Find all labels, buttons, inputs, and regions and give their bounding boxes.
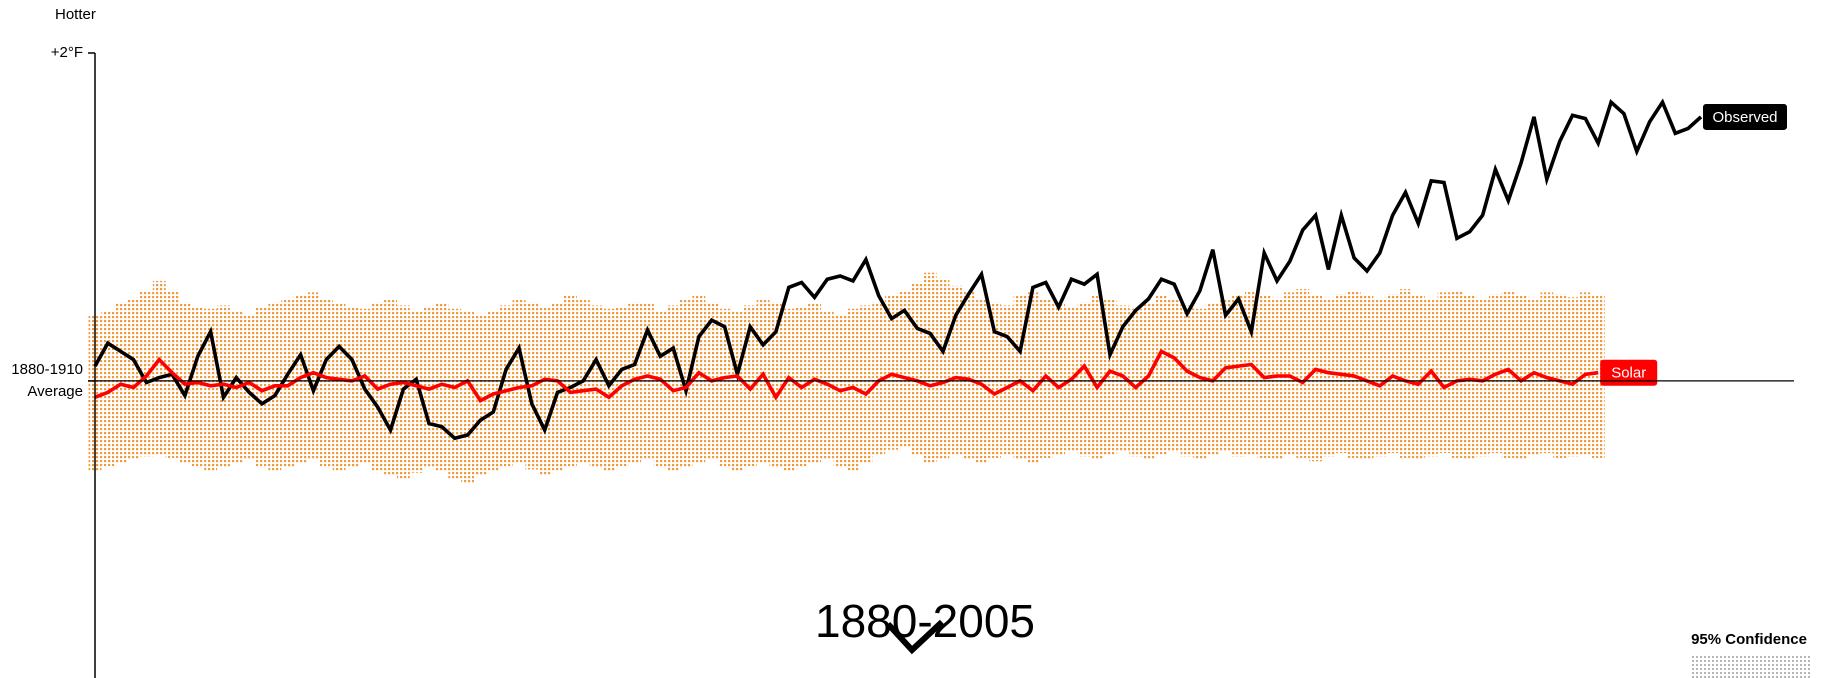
confidence-band <box>461 312 475 483</box>
confidence-band <box>1540 292 1554 454</box>
confidence-band <box>1411 295 1425 460</box>
confidence-band <box>846 308 860 472</box>
confidence-band <box>1219 298 1233 452</box>
confidence-band <box>1232 295 1245 457</box>
confidence-band <box>152 280 166 455</box>
band-layer <box>88 272 1605 483</box>
confidence-band <box>319 298 333 467</box>
confidence-band <box>1514 295 1528 460</box>
confidence-band <box>730 312 744 472</box>
confidence-band <box>1553 294 1567 458</box>
confidence-band <box>1296 289 1310 458</box>
confidence-band <box>1399 289 1412 458</box>
confidence-band <box>551 303 564 472</box>
confidence-band <box>1450 290 1464 458</box>
confidence-band <box>1501 290 1515 458</box>
confidence-band <box>1283 292 1297 455</box>
legend-swatch <box>1690 655 1810 678</box>
confidence-band <box>589 305 603 468</box>
confidence-band <box>1476 298 1490 457</box>
confidence-band <box>1321 298 1335 457</box>
series-line <box>94 348 1599 403</box>
confidence-band <box>769 302 783 468</box>
confidence-band <box>1270 298 1284 460</box>
confidence-band <box>384 298 397 476</box>
line-layer: Observed Solar <box>93 98 1787 441</box>
confidence-band <box>1154 295 1168 455</box>
confidence-band <box>718 308 731 467</box>
confidence-band <box>191 307 205 467</box>
dropdown-chevron[interactable] <box>885 619 945 655</box>
confidence-band <box>217 305 230 468</box>
confidence-band <box>743 305 757 467</box>
confidence-band <box>1309 295 1322 462</box>
confidence-band <box>499 305 513 467</box>
confidence-band <box>987 302 1001 458</box>
confidence-band <box>1424 298 1438 457</box>
confidence-band <box>1077 302 1091 457</box>
confidence-band <box>1000 305 1014 455</box>
confidence-band <box>1090 295 1104 460</box>
confidence-band <box>923 272 937 463</box>
confidence-band <box>936 279 950 460</box>
confidence-band <box>1527 298 1541 455</box>
confidence-band <box>538 307 552 476</box>
confidence-band <box>1360 295 1374 460</box>
confidence-band <box>1129 308 1143 457</box>
title-button[interactable]: 1880-2005 <box>815 595 1035 655</box>
series-line <box>93 98 1703 441</box>
confidence-band <box>1244 290 1258 455</box>
confidence-band <box>1437 292 1451 454</box>
confidence-band <box>345 307 359 468</box>
y-tick-label: +2°F <box>50 44 83 61</box>
confidence-band <box>1167 298 1181 452</box>
confidence-band <box>1566 297 1579 457</box>
confidence-band <box>127 298 140 460</box>
confidence-band <box>653 310 667 467</box>
confidence-band <box>1373 298 1387 457</box>
confidence-band <box>898 290 911 447</box>
confidence-band <box>1386 294 1400 454</box>
series-label: Solar <box>1611 365 1646 382</box>
confidence-band <box>242 315 256 460</box>
confidence-band <box>808 303 821 463</box>
confidence-band <box>962 290 976 460</box>
confidence-band <box>1052 303 1066 455</box>
confidence-band <box>448 308 462 480</box>
confidence-band <box>692 295 706 463</box>
series-tag <box>1703 103 1787 130</box>
confidence-band <box>602 308 616 472</box>
confidence-band <box>910 282 924 455</box>
axis-layer <box>88 52 1794 678</box>
confidence-band <box>859 305 873 463</box>
confidence-band <box>1026 292 1040 463</box>
confidence-band <box>255 307 269 467</box>
confidence-band <box>409 310 423 473</box>
confidence-band <box>782 308 796 472</box>
y-tick-label: 1880-1910 Average <box>11 360 83 400</box>
confidence-band <box>332 303 346 472</box>
confidence-band <box>306 292 320 460</box>
confidence-band <box>1193 308 1207 460</box>
series-label: Observed <box>1712 109 1777 126</box>
y-axis-label: Hotter <box>55 6 96 23</box>
series-tag <box>1600 359 1658 386</box>
confidence-band <box>281 298 295 468</box>
confidence-band <box>486 310 500 472</box>
confidence-band <box>628 302 642 463</box>
confidence-band <box>474 315 487 476</box>
legend-label: 95% Confidence <box>1691 631 1807 648</box>
confidence-band <box>1591 295 1605 458</box>
confidence-band <box>872 302 886 455</box>
